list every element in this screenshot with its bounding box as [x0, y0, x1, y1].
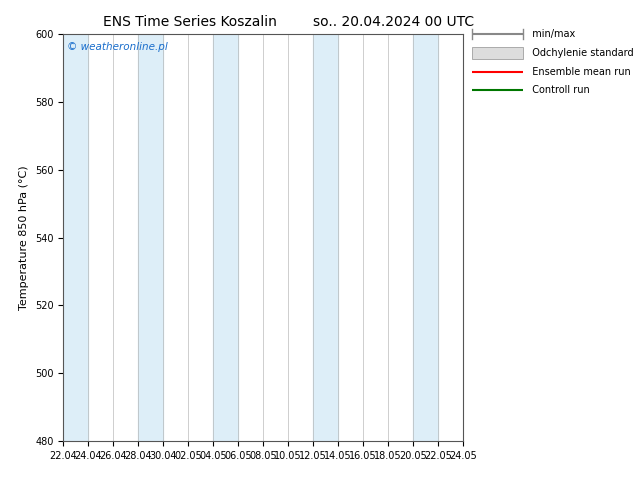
Text: ENS Time Series Koszalin: ENS Time Series Koszalin — [103, 15, 277, 29]
Bar — [63, 34, 88, 441]
Bar — [313, 34, 338, 441]
Text: © weatheronline.pl: © weatheronline.pl — [67, 43, 168, 52]
Text: Ensemble mean run: Ensemble mean run — [526, 67, 631, 76]
Bar — [138, 34, 164, 441]
Text: Odchylenie standardowe: Odchylenie standardowe — [526, 48, 634, 58]
Text: Controll run: Controll run — [526, 85, 590, 95]
Text: min/max: min/max — [526, 29, 576, 39]
Bar — [213, 34, 238, 441]
Y-axis label: Temperature 850 hPa (°C): Temperature 850 hPa (°C) — [20, 165, 30, 310]
Bar — [413, 34, 438, 441]
Text: so.. 20.04.2024 00 UTC: so.. 20.04.2024 00 UTC — [313, 15, 474, 29]
